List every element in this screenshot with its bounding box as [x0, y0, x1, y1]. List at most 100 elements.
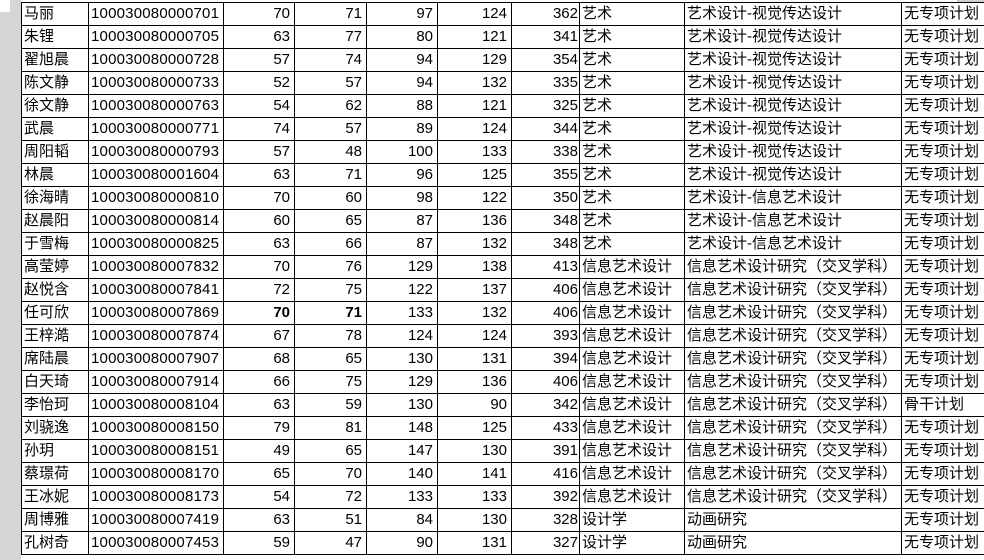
cell-id[interactable]: 100030080000825: [88, 232, 224, 256]
cell-category[interactable]: 信息艺术设计: [579, 278, 685, 302]
cell-score2[interactable]: 57: [294, 117, 367, 141]
cell-direction[interactable]: 艺术设计-视觉传达设计: [684, 71, 902, 95]
cell-category[interactable]: 艺术: [579, 25, 685, 49]
cell-direction[interactable]: 信息艺术设计研究（交叉学科）: [684, 439, 902, 463]
cell-score2[interactable]: 71: [294, 2, 367, 26]
cell-score3[interactable]: 130: [366, 393, 438, 417]
cell-plan[interactable]: 无专项计划: [901, 485, 984, 509]
cell-total[interactable]: 350: [511, 186, 580, 210]
cell-score2[interactable]: 78: [294, 324, 367, 348]
cell-name[interactable]: 席陆晨: [21, 347, 89, 371]
cell-id[interactable]: 100030080007914: [88, 370, 224, 394]
cell-plan[interactable]: 无专项计划: [901, 117, 984, 141]
cell-score3[interactable]: 94: [366, 48, 438, 72]
cell-score1[interactable]: 54: [223, 94, 295, 118]
cell-score2[interactable]: 77: [294, 25, 367, 49]
cell-score1[interactable]: 52: [223, 71, 295, 95]
cell-direction[interactable]: 艺术设计-视觉传达设计: [684, 48, 902, 72]
cell-id[interactable]: 100030080007869: [88, 301, 224, 325]
cell-score1[interactable]: 70: [223, 186, 295, 210]
cell-id[interactable]: 100030080007874: [88, 324, 224, 348]
cell-name[interactable]: 于雪梅: [21, 232, 89, 256]
cell-category[interactable]: 艺术: [579, 186, 685, 210]
cell-score3[interactable]: 87: [366, 209, 438, 233]
cell-id[interactable]: 100030080000728: [88, 48, 224, 72]
cell-category[interactable]: 艺术: [579, 94, 685, 118]
cell-score3[interactable]: 100: [366, 140, 438, 164]
cell-id[interactable]: 100030080000763: [88, 94, 224, 118]
cell-plan[interactable]: 无专项计划: [901, 25, 984, 49]
cell-category[interactable]: 信息艺术设计: [579, 324, 685, 348]
cell-score2[interactable]: 74: [294, 48, 367, 72]
cell-direction[interactable]: 信息艺术设计研究（交叉学科）: [684, 278, 902, 302]
cell-name[interactable]: 林晨: [21, 163, 89, 187]
cell-category[interactable]: 艺术: [579, 163, 685, 187]
cell-score2[interactable]: 66: [294, 232, 367, 256]
cell-plan[interactable]: 无专项计划: [901, 232, 984, 256]
cell-name[interactable]: 蔡璟荷: [21, 462, 89, 486]
cell-category[interactable]: 艺术: [579, 48, 685, 72]
cell-category[interactable]: 信息艺术设计: [579, 416, 685, 440]
cell-score4[interactable]: 121: [437, 94, 512, 118]
cell-plan[interactable]: 无专项计划: [901, 209, 984, 233]
cell-score2[interactable]: 71: [294, 301, 367, 325]
cell-name[interactable]: 孔树奇: [21, 531, 89, 555]
cell-direction[interactable]: 信息艺术设计研究（交叉学科）: [684, 485, 902, 509]
cell-category[interactable]: 艺术: [579, 2, 685, 26]
cell-plan[interactable]: 无专项计划: [901, 186, 984, 210]
cell-direction[interactable]: 艺术设计-视觉传达设计: [684, 94, 902, 118]
cell-score1[interactable]: 49: [223, 439, 295, 463]
cell-score1[interactable]: 70: [223, 255, 295, 279]
cell-score1[interactable]: 59: [223, 531, 295, 555]
cell-direction[interactable]: 艺术设计-视觉传达设计: [684, 140, 902, 164]
cell-score4[interactable]: 131: [437, 531, 512, 555]
cell-score4[interactable]: 141: [437, 462, 512, 486]
cell-score2[interactable]: 60: [294, 186, 367, 210]
cell-score2[interactable]: 65: [294, 347, 367, 371]
cell-direction[interactable]: 信息艺术设计研究（交叉学科）: [684, 324, 902, 348]
cell-plan[interactable]: 无专项计划: [901, 140, 984, 164]
cell-score1[interactable]: 60: [223, 209, 295, 233]
cell-category[interactable]: 信息艺术设计: [579, 393, 685, 417]
cell-total[interactable]: 328: [511, 508, 580, 532]
cell-score3[interactable]: 89: [366, 117, 438, 141]
cell-score4[interactable]: 138: [437, 255, 512, 279]
cell-id[interactable]: 100030080008104: [88, 393, 224, 417]
cell-total[interactable]: 354: [511, 48, 580, 72]
cell-name[interactable]: 周阳韬: [21, 140, 89, 164]
cell-score1[interactable]: 66: [223, 370, 295, 394]
cell-score2[interactable]: 75: [294, 370, 367, 394]
cell-score4[interactable]: 130: [437, 439, 512, 463]
cell-id[interactable]: 100030080007841: [88, 278, 224, 302]
cell-plan[interactable]: 无专项计划: [901, 324, 984, 348]
cell-category[interactable]: 艺术: [579, 140, 685, 164]
cell-category[interactable]: 艺术: [579, 232, 685, 256]
cell-score2[interactable]: 62: [294, 94, 367, 118]
cell-score1[interactable]: 79: [223, 416, 295, 440]
cell-direction[interactable]: 信息艺术设计研究（交叉学科）: [684, 255, 902, 279]
cell-total[interactable]: 355: [511, 163, 580, 187]
cell-score3[interactable]: 90: [366, 531, 438, 555]
cell-name[interactable]: 赵晨阳: [21, 209, 89, 233]
cell-score1[interactable]: 70: [223, 2, 295, 26]
cell-score3[interactable]: 94: [366, 71, 438, 95]
cell-score4[interactable]: 90: [437, 393, 512, 417]
cell-score2[interactable]: 75: [294, 278, 367, 302]
cell-name[interactable]: 刘骁逸: [21, 416, 89, 440]
cell-total[interactable]: 335: [511, 71, 580, 95]
cell-direction[interactable]: 艺术设计-信息艺术设计: [684, 186, 902, 210]
cell-direction[interactable]: 信息艺术设计研究（交叉学科）: [684, 416, 902, 440]
cell-score4[interactable]: 122: [437, 186, 512, 210]
cell-score2[interactable]: 59: [294, 393, 367, 417]
cell-id[interactable]: 100030080008173: [88, 485, 224, 509]
cell-score1[interactable]: 57: [223, 48, 295, 72]
cell-total[interactable]: 392: [511, 485, 580, 509]
cell-score4[interactable]: 137: [437, 278, 512, 302]
cell-score4[interactable]: 129: [437, 48, 512, 72]
cell-score1[interactable]: 74: [223, 117, 295, 141]
cell-score1[interactable]: 54: [223, 485, 295, 509]
cell-score3[interactable]: 87: [366, 232, 438, 256]
cell-score1[interactable]: 63: [223, 393, 295, 417]
cell-score1[interactable]: 63: [223, 232, 295, 256]
cell-plan[interactable]: 无专项计划: [901, 508, 984, 532]
